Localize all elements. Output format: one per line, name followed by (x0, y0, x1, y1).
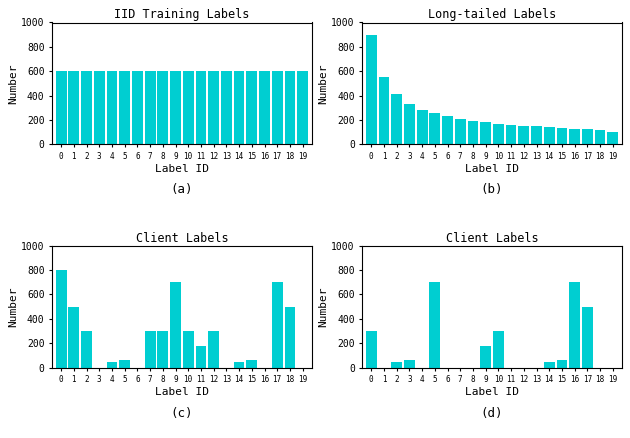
Bar (544, 361, 554, 367)
Bar (145, 71, 156, 145)
Bar (106, 71, 117, 145)
Bar (145, 331, 156, 367)
Bar (366, 331, 377, 367)
Bar (195, 71, 207, 145)
Bar (119, 360, 130, 367)
Bar (556, 360, 568, 367)
Text: (b): (b) (481, 184, 503, 197)
Bar (556, 127, 568, 145)
Bar (582, 129, 593, 145)
Bar (259, 71, 270, 145)
Bar (106, 361, 117, 367)
Bar (455, 119, 466, 145)
Title: Client Labels: Client Labels (135, 232, 228, 244)
Bar (366, 35, 377, 145)
Bar (518, 126, 529, 145)
Title: IID Training Labels: IID Training Labels (114, 8, 249, 21)
Bar (209, 331, 219, 367)
Text: (d): (d) (481, 406, 503, 420)
Bar (69, 307, 79, 367)
Bar (69, 71, 79, 145)
Bar (170, 282, 181, 367)
Bar (132, 71, 143, 145)
Bar (285, 71, 295, 145)
Bar (119, 71, 130, 145)
Bar (493, 124, 504, 145)
Bar (285, 307, 295, 367)
Bar (467, 120, 478, 145)
Bar (570, 282, 580, 367)
Y-axis label: Number: Number (8, 286, 18, 327)
Bar (55, 71, 67, 145)
Bar (391, 361, 402, 367)
Title: Client Labels: Client Labels (445, 232, 539, 244)
Bar (183, 71, 193, 145)
Bar (430, 113, 440, 145)
Bar (234, 361, 244, 367)
Bar (531, 127, 542, 145)
Bar (170, 71, 181, 145)
Bar (81, 331, 92, 367)
Bar (234, 71, 244, 145)
Bar (404, 360, 415, 367)
Y-axis label: Number: Number (319, 63, 328, 104)
Bar (221, 71, 232, 145)
X-axis label: Label ID: Label ID (465, 164, 519, 174)
Bar (272, 282, 283, 367)
X-axis label: Label ID: Label ID (465, 387, 519, 397)
Bar (430, 282, 440, 367)
Bar (94, 71, 105, 145)
Bar (570, 129, 580, 145)
X-axis label: Label ID: Label ID (155, 164, 209, 174)
Bar (81, 71, 92, 145)
X-axis label: Label ID: Label ID (155, 387, 209, 397)
Text: (c): (c) (171, 406, 193, 420)
Bar (595, 131, 605, 145)
Bar (582, 307, 593, 367)
Y-axis label: Number: Number (8, 63, 18, 104)
Title: Long-tailed Labels: Long-tailed Labels (428, 8, 556, 21)
Bar (391, 94, 402, 145)
Bar (607, 132, 618, 145)
Bar (480, 122, 491, 145)
Bar (158, 331, 168, 367)
Bar (442, 117, 453, 145)
Bar (493, 331, 504, 367)
Bar (55, 270, 67, 367)
Bar (209, 71, 219, 145)
Bar (183, 331, 193, 367)
Bar (416, 110, 428, 145)
Text: (a): (a) (171, 184, 193, 197)
Bar (195, 346, 207, 367)
Bar (506, 125, 517, 145)
Bar (544, 127, 554, 145)
Bar (404, 104, 415, 145)
Bar (379, 78, 389, 145)
Bar (246, 360, 257, 367)
Bar (246, 71, 257, 145)
Bar (480, 346, 491, 367)
Bar (272, 71, 283, 145)
Y-axis label: Number: Number (319, 286, 328, 327)
Bar (297, 71, 308, 145)
Bar (158, 71, 168, 145)
